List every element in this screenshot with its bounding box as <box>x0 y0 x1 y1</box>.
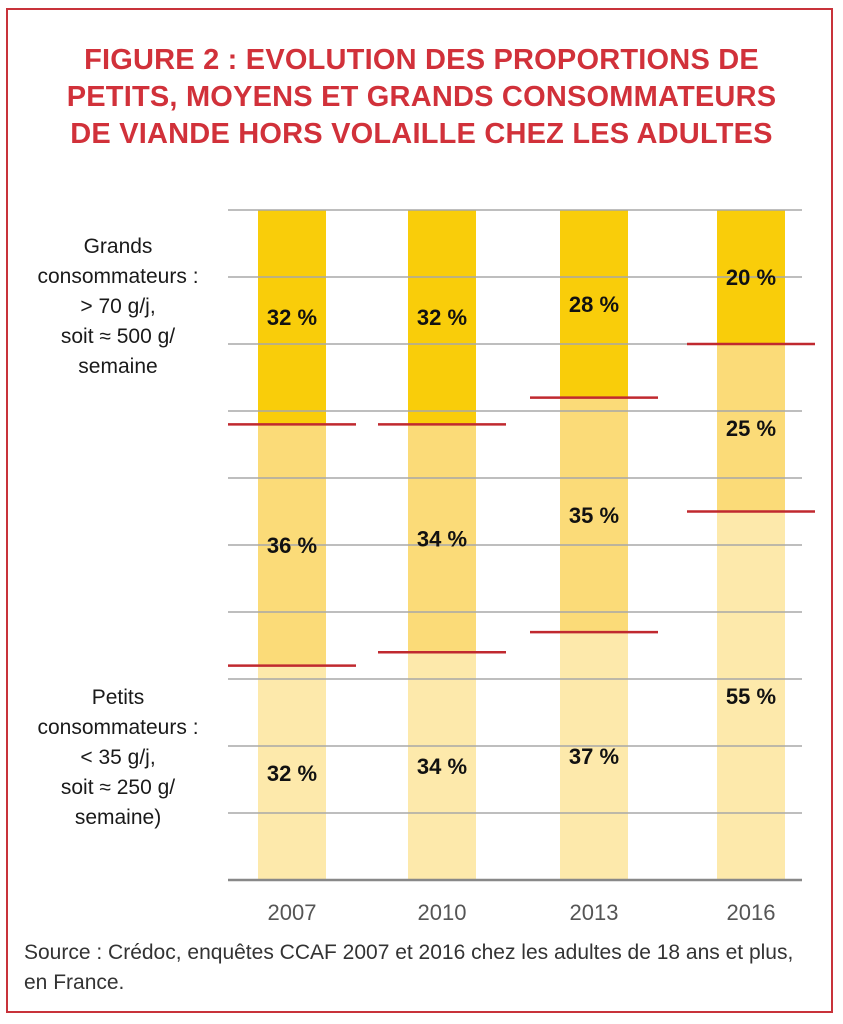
petits-label-line: consommateurs : <box>37 716 199 739</box>
x-tick-label: 2007 <box>268 900 317 925</box>
data-label: 28 % <box>569 292 619 317</box>
x-tick-label: 2016 <box>727 900 776 925</box>
petits-label-line: < 35 g/j, <box>80 746 156 769</box>
bar-segment-grands <box>560 210 628 398</box>
grands-label-line: Grands <box>83 235 153 258</box>
title-line-1: FIGURE 2 : EVOLUTION DES PROPORTIONS DE <box>84 44 759 76</box>
figure-frame <box>6 8 833 1013</box>
bar-segment-grands <box>408 210 476 425</box>
bar-segment-grands <box>258 210 326 425</box>
source-note: Source : Crédoc, enquêtes CCAF 2007 et 2… <box>24 941 794 994</box>
data-label: 32 % <box>267 761 317 786</box>
data-label: 55 % <box>726 684 776 709</box>
title-line-2: PETITS, MOYENS ET GRANDS CONSOMMATEURS <box>66 81 777 113</box>
bar-segment-petits <box>560 632 628 880</box>
data-label: 35 % <box>569 503 619 528</box>
petits-label-line: semaine) <box>74 806 162 829</box>
bar-segment-moyens <box>560 397 628 633</box>
grands-consommateurs-label: Grands consommateurs : > 70 g/j, soit ≈ … <box>18 232 218 382</box>
grands-label-line: semaine <box>78 355 158 378</box>
bar-segment-moyens <box>717 344 785 512</box>
grands-label-line: soit ≈ 500 g/ <box>60 325 176 348</box>
data-label: 36 % <box>267 533 317 558</box>
grands-label-line: consommateurs : <box>37 265 199 288</box>
data-label: 32 % <box>417 305 467 330</box>
x-tick-label: 2010 <box>418 900 467 925</box>
data-label: 34 % <box>417 526 467 551</box>
data-label: 20 % <box>726 265 776 290</box>
data-label: 32 % <box>267 305 317 330</box>
data-label: 25 % <box>726 416 776 441</box>
data-label: 37 % <box>569 744 619 769</box>
title-line-3: DE VIANDE HORS VOLAILLE CHEZ LES ADULTES <box>70 118 773 150</box>
figure-title: FIGURE 2 : EVOLUTION DES PROPORTIONS DE … <box>20 42 823 153</box>
bar-segment-petits <box>258 665 326 880</box>
data-label: 34 % <box>417 754 467 779</box>
grands-label-line: > 70 g/j, <box>80 295 156 318</box>
petits-consommateurs-label: Petits consommateurs : < 35 g/j, soit ≈ … <box>18 683 218 833</box>
x-tick-label: 2013 <box>570 900 619 925</box>
petits-label-line: soit ≈ 250 g/ <box>60 776 176 799</box>
bar-segment-moyens <box>408 424 476 653</box>
petits-label-line: Petits <box>91 686 145 709</box>
bar-segment-petits <box>408 652 476 880</box>
bar-segment-petits <box>717 511 785 880</box>
